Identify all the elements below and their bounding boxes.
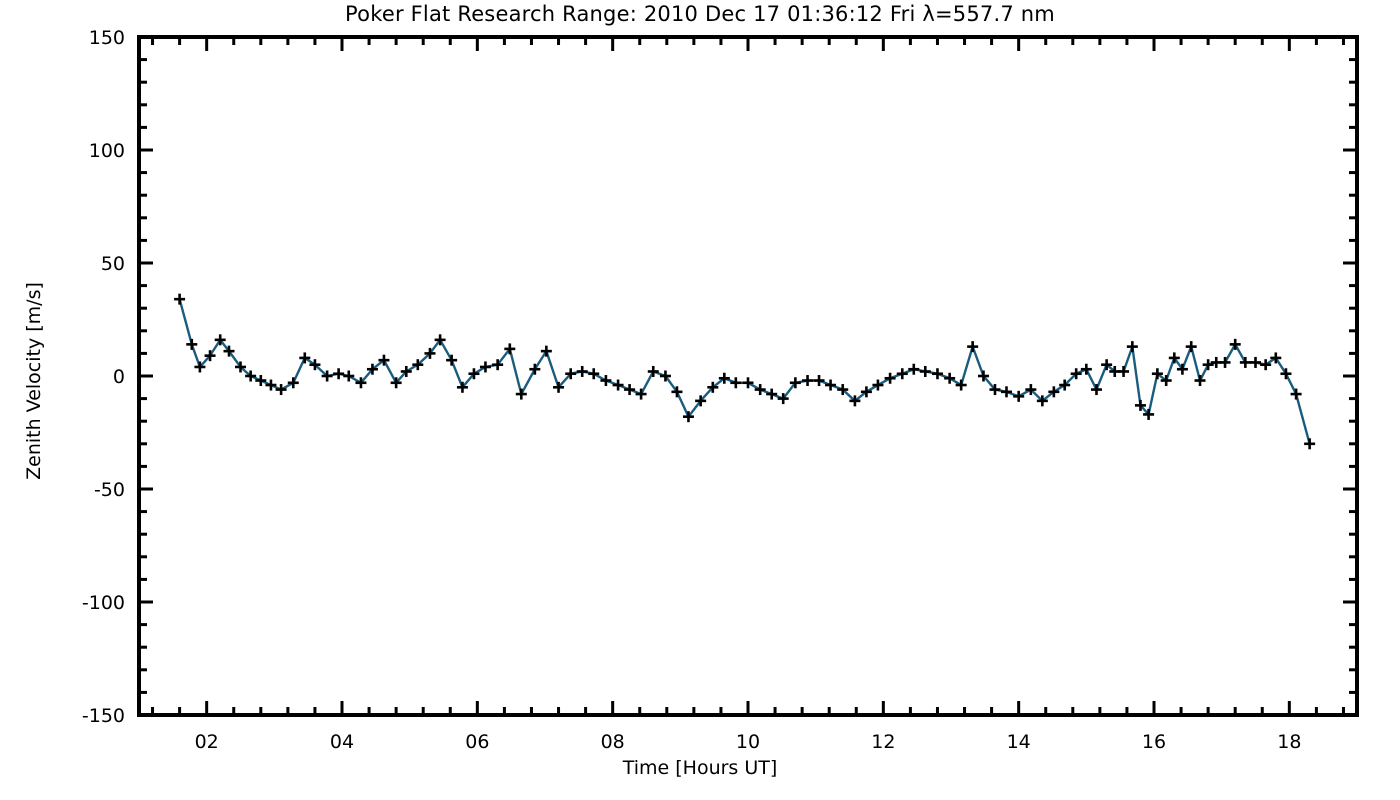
svg-text:12: 12 <box>871 731 895 753</box>
tick-labels: 02 04 06 08 10 12 14 16 18 -150 -100 -50 0 50 100 150 <box>82 27 1302 753</box>
svg-text:-50: -50 <box>94 479 125 501</box>
svg-text:16: 16 <box>1142 731 1166 753</box>
x-axis-label: Time [Hours UT] <box>622 757 778 779</box>
svg-text:-150: -150 <box>82 705 125 727</box>
svg-text:-100: -100 <box>82 592 125 614</box>
page-title: Poker Flat Research Range: 2010 Dec 17 0… <box>345 2 1055 26</box>
svg-text:150: 150 <box>89 27 125 49</box>
data-series <box>174 293 1316 450</box>
svg-text:08: 08 <box>601 731 625 753</box>
svg-text:04: 04 <box>330 731 354 753</box>
tick-marks <box>139 35 1357 717</box>
svg-text:100: 100 <box>89 140 125 162</box>
svg-text:50: 50 <box>101 253 125 275</box>
svg-text:18: 18 <box>1277 731 1301 753</box>
svg-text:0: 0 <box>113 366 125 388</box>
svg-text:06: 06 <box>465 731 489 753</box>
svg-text:02: 02 <box>195 731 219 753</box>
svg-text:10: 10 <box>736 731 760 753</box>
svg-text:14: 14 <box>1007 731 1031 753</box>
